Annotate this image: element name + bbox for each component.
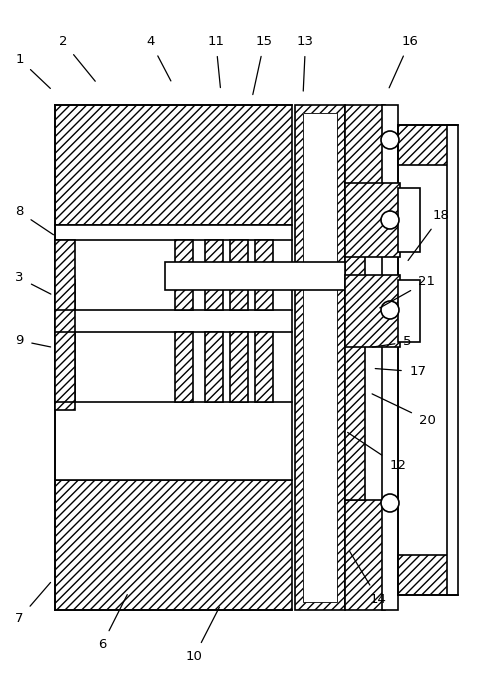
Bar — [344, 275, 399, 347]
Bar — [446, 125, 457, 595]
Bar — [302, 113, 336, 602]
Bar — [302, 113, 336, 602]
Text: 15: 15 — [252, 35, 272, 95]
Bar — [344, 183, 399, 257]
Circle shape — [380, 211, 398, 229]
Text: 3: 3 — [15, 272, 51, 294]
Circle shape — [380, 301, 398, 319]
Text: 7: 7 — [15, 582, 50, 625]
Text: 10: 10 — [185, 607, 219, 663]
Bar — [55, 225, 291, 480]
Bar — [175, 332, 193, 402]
Text: 14: 14 — [349, 551, 386, 605]
Bar — [229, 332, 247, 402]
Circle shape — [380, 494, 398, 512]
Bar — [344, 105, 384, 215]
Bar — [397, 555, 454, 595]
Text: 21: 21 — [379, 275, 435, 308]
Text: 12: 12 — [347, 432, 406, 472]
Text: 6: 6 — [97, 595, 127, 651]
Text: 8: 8 — [15, 206, 53, 235]
Text: 5: 5 — [372, 336, 411, 348]
Bar — [55, 332, 75, 402]
Text: 1: 1 — [15, 53, 50, 88]
Bar — [397, 188, 419, 252]
Text: 9: 9 — [15, 334, 50, 347]
Bar — [165, 262, 344, 290]
Bar — [397, 280, 419, 342]
Bar — [229, 240, 247, 310]
Bar — [344, 215, 364, 500]
Bar — [55, 480, 291, 610]
Bar — [55, 105, 291, 225]
Text: 2: 2 — [59, 35, 95, 81]
Bar — [55, 240, 75, 310]
Text: 16: 16 — [388, 35, 417, 88]
Bar — [55, 280, 75, 410]
Text: 17: 17 — [375, 366, 426, 378]
Circle shape — [380, 131, 398, 149]
Text: 20: 20 — [371, 394, 435, 427]
Bar — [397, 125, 454, 165]
Bar — [255, 332, 272, 402]
Bar — [381, 105, 397, 610]
Bar — [255, 240, 272, 310]
Bar — [175, 240, 193, 310]
Bar — [344, 500, 384, 610]
Bar — [205, 332, 223, 402]
Text: 11: 11 — [207, 35, 224, 88]
Bar — [294, 105, 344, 610]
Text: 13: 13 — [296, 35, 314, 91]
Text: 18: 18 — [407, 209, 449, 261]
Text: 4: 4 — [146, 35, 170, 81]
Bar — [205, 240, 223, 310]
